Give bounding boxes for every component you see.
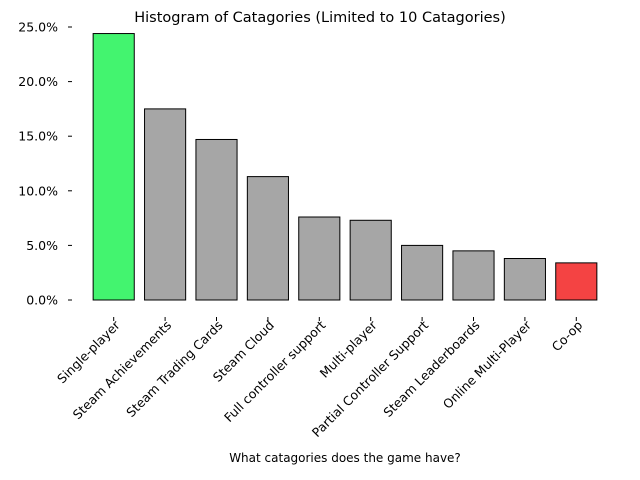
x-tick-label: Co-op [549,317,586,354]
x-tick-label: Steam Trading Cards [123,318,225,420]
x-tick-label: Full controller support [221,317,329,425]
y-axis: 0.0% 5.0% 10.0% 15.0% 20.0% 25.0% [18,20,72,308]
bar [452,250,495,301]
x-axis-label: What catagories does the game have? [229,451,461,465]
bar [298,216,341,301]
y-tick-label: 20.0% [18,74,58,89]
y-tick-label: 0.0% [26,293,58,308]
bar [246,176,289,301]
y-tick-label: 25.0% [18,20,58,35]
y-tick-label: 15.0% [18,129,58,144]
bar [555,262,598,301]
bar [503,258,546,301]
bar [349,219,392,301]
chart-title: Histogram of Catagories (Limited to 10 C… [134,10,506,26]
y-tick-label: 10.0% [18,183,58,198]
x-tick-label: Steam Leaderboards [380,318,482,420]
y-tick-label: 5.0% [26,238,58,253]
bar [195,138,238,301]
x-tick-label: Steam Achievements [70,318,175,423]
x-tick-label: Online Multi-Player [440,317,535,412]
bar [401,244,444,301]
bar [92,33,135,301]
bar [144,108,187,301]
bars-group [92,33,598,301]
